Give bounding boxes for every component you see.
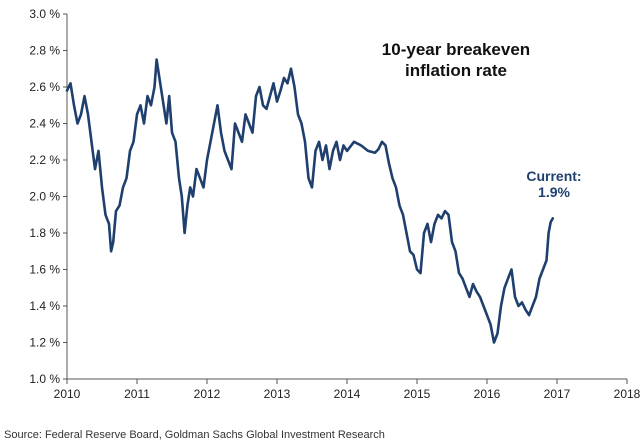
chart-title: 10-year breakeven inflation rate xyxy=(382,40,530,80)
x-tick-label: 2016 xyxy=(474,387,501,401)
y-tick-label: 2.0 % xyxy=(29,190,60,204)
series-line-breakeven-inflation xyxy=(65,58,555,344)
y-tick-label: 1.8 % xyxy=(29,226,60,240)
chart-title-line-2: inflation rate xyxy=(405,61,507,80)
y-tick-label: 1.6 % xyxy=(29,263,60,277)
y-tick-label: 3.0 % xyxy=(29,7,60,21)
y-tick-label: 1.4 % xyxy=(29,299,60,313)
x-tick-label: 2018 xyxy=(614,387,640,401)
y-tick-label: 2.6 % xyxy=(29,80,60,94)
annotation-value: 1.9% xyxy=(538,184,570,200)
x-ticks: 2010 2011 2012 2013 2014 2015 2016 2017 2018 xyxy=(54,379,640,401)
x-tick-label: 2011 xyxy=(124,387,150,401)
x-tick-label: 2010 xyxy=(54,387,81,401)
source-note: Source: Federal Reserve Board, Goldman S… xyxy=(4,429,385,441)
y-tick-label: 2.4 % xyxy=(29,117,60,131)
y-tick-label: 1.0 % xyxy=(29,372,60,386)
series xyxy=(65,58,555,344)
current-annotation: Current: 1.9% xyxy=(526,168,581,200)
x-tick-label: 2015 xyxy=(404,387,431,401)
annotation-label: Current: xyxy=(526,168,581,184)
x-tick-label: 2014 xyxy=(334,387,361,401)
y-tick-label: 2.8 % xyxy=(29,44,60,58)
x-tick-label: 2013 xyxy=(264,387,291,401)
y-tick-label: 2.2 % xyxy=(29,153,60,167)
x-tick-label: 2012 xyxy=(194,387,221,401)
y-ticks: 1.0 % 1.2 % 1.4 % 1.6 % 1.8 % 2.0 % 2.2 % 2.4 %… xyxy=(29,7,67,386)
chart-title-line-1: 10-year breakeven xyxy=(382,40,530,59)
y-tick-label: 1.2 % xyxy=(29,336,60,350)
x-tick-label: 2017 xyxy=(544,387,571,401)
